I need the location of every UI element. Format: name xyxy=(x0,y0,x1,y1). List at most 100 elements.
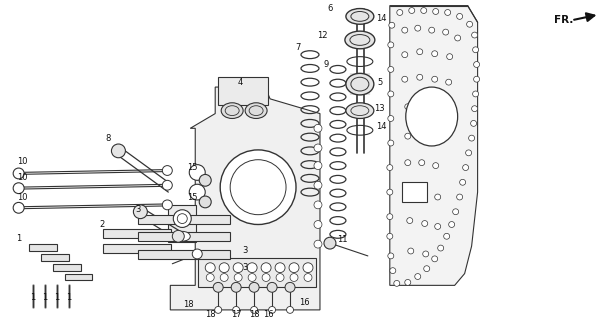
Text: 4: 4 xyxy=(238,78,243,87)
Circle shape xyxy=(13,183,24,194)
Text: 10: 10 xyxy=(18,173,28,182)
Circle shape xyxy=(13,203,24,213)
Circle shape xyxy=(290,274,298,281)
Circle shape xyxy=(406,189,412,195)
Bar xyxy=(402,182,427,202)
Text: 18: 18 xyxy=(249,310,259,319)
Circle shape xyxy=(163,166,172,175)
Circle shape xyxy=(234,274,242,281)
Circle shape xyxy=(423,251,429,257)
Circle shape xyxy=(446,54,452,60)
Circle shape xyxy=(468,135,474,141)
Circle shape xyxy=(189,184,205,200)
Circle shape xyxy=(402,76,408,82)
Circle shape xyxy=(133,205,147,219)
Circle shape xyxy=(314,162,322,170)
Circle shape xyxy=(248,274,256,281)
Circle shape xyxy=(314,201,322,209)
Circle shape xyxy=(215,307,222,313)
Text: 16: 16 xyxy=(298,298,309,307)
Circle shape xyxy=(421,220,428,227)
Bar xyxy=(65,274,93,280)
Circle shape xyxy=(387,214,393,220)
Circle shape xyxy=(199,196,211,208)
Circle shape xyxy=(275,263,285,273)
Ellipse shape xyxy=(346,103,374,118)
Circle shape xyxy=(421,8,427,13)
Bar xyxy=(138,232,230,241)
Bar xyxy=(52,264,80,271)
Polygon shape xyxy=(390,6,477,285)
Circle shape xyxy=(420,102,426,108)
Text: 1: 1 xyxy=(16,234,21,243)
Circle shape xyxy=(408,248,414,254)
Circle shape xyxy=(269,307,275,313)
Bar xyxy=(218,77,268,105)
Circle shape xyxy=(249,283,259,292)
Ellipse shape xyxy=(174,210,191,228)
Circle shape xyxy=(449,221,455,228)
Text: 1: 1 xyxy=(54,292,59,302)
Circle shape xyxy=(388,253,394,259)
Bar xyxy=(104,244,171,253)
Circle shape xyxy=(388,42,394,48)
Bar xyxy=(199,258,316,287)
Circle shape xyxy=(402,27,408,33)
Circle shape xyxy=(457,194,463,200)
Circle shape xyxy=(417,74,423,80)
Bar xyxy=(138,250,230,259)
Circle shape xyxy=(471,106,477,112)
Text: 8: 8 xyxy=(106,134,111,143)
Circle shape xyxy=(444,233,449,239)
Circle shape xyxy=(424,266,430,272)
Circle shape xyxy=(314,220,322,228)
Circle shape xyxy=(314,124,322,132)
Circle shape xyxy=(13,168,24,179)
Circle shape xyxy=(432,76,438,82)
Text: 12: 12 xyxy=(317,30,327,40)
Circle shape xyxy=(303,263,313,273)
Circle shape xyxy=(233,307,240,313)
Circle shape xyxy=(474,76,480,82)
Circle shape xyxy=(460,179,466,185)
Ellipse shape xyxy=(406,87,457,146)
Circle shape xyxy=(429,27,435,33)
Text: 9: 9 xyxy=(323,60,329,69)
Circle shape xyxy=(432,256,438,262)
Circle shape xyxy=(446,108,452,114)
Circle shape xyxy=(267,283,277,292)
Circle shape xyxy=(192,249,202,259)
Circle shape xyxy=(314,144,322,152)
Circle shape xyxy=(471,32,477,38)
Circle shape xyxy=(415,25,421,31)
Circle shape xyxy=(438,245,444,251)
Circle shape xyxy=(220,150,296,225)
Ellipse shape xyxy=(346,9,374,24)
Text: 10: 10 xyxy=(18,157,28,166)
Ellipse shape xyxy=(346,73,374,95)
Text: 18: 18 xyxy=(183,300,194,309)
Text: 5: 5 xyxy=(377,78,382,87)
Circle shape xyxy=(388,91,394,97)
Circle shape xyxy=(172,230,185,242)
Bar xyxy=(41,254,69,261)
Circle shape xyxy=(111,144,125,158)
Text: 7: 7 xyxy=(295,43,301,52)
Ellipse shape xyxy=(345,31,375,49)
Circle shape xyxy=(387,164,393,171)
Circle shape xyxy=(405,279,410,285)
Text: 3: 3 xyxy=(242,245,248,254)
Text: 1: 1 xyxy=(66,292,71,302)
Circle shape xyxy=(463,164,468,171)
Circle shape xyxy=(471,120,477,126)
Text: 14: 14 xyxy=(376,14,387,23)
Text: 15: 15 xyxy=(187,163,197,172)
Circle shape xyxy=(466,21,473,27)
Text: 11: 11 xyxy=(337,235,347,244)
Circle shape xyxy=(452,209,459,215)
Circle shape xyxy=(324,237,336,249)
Circle shape xyxy=(304,274,312,281)
Ellipse shape xyxy=(221,103,243,118)
Circle shape xyxy=(421,191,427,197)
Circle shape xyxy=(397,10,403,15)
